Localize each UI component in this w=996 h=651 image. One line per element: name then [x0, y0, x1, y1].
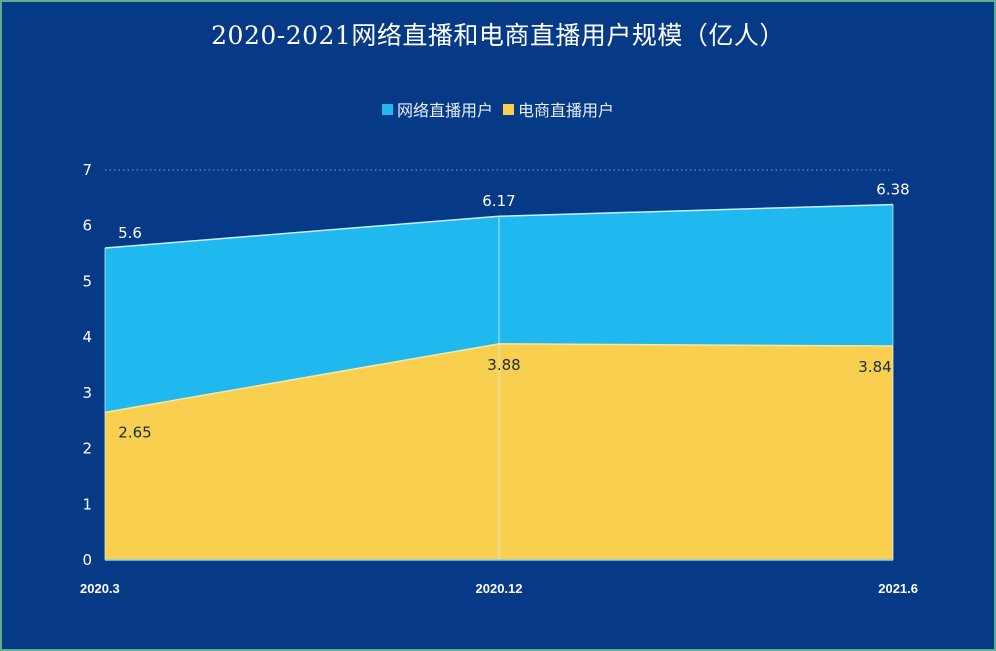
y-tick-label-1: 1	[82, 495, 92, 513]
chart-legend: 网络直播用户 电商直播用户	[0, 97, 996, 121]
x-tick-label-2: 2021.6	[878, 581, 918, 596]
data-label-live-1: 6.17	[482, 192, 515, 210]
data-label-ecommerce-1: 3.88	[487, 356, 520, 374]
y-tick-label-7: 7	[82, 161, 92, 179]
data-label-ecommerce-2: 3.84	[858, 358, 891, 376]
data-label-live-2: 6.38	[876, 181, 909, 199]
y-tick-label-6: 6	[82, 217, 92, 235]
y-tick-label-0: 0	[82, 551, 92, 569]
data-label-ecommerce-0: 2.65	[118, 423, 151, 441]
x-tick-label-1: 2020.12	[476, 581, 523, 596]
x-tick-label-0: 2020.3	[80, 581, 120, 596]
legend-label-ecommerce: 电商直播用户	[518, 101, 615, 120]
data-label-live-0: 5.6	[118, 224, 142, 242]
y-tick-label-2: 2	[82, 440, 92, 458]
legend-swatch-live	[381, 103, 393, 115]
y-tick-label-3: 3	[82, 384, 92, 402]
legend-label-live: 网络直播用户	[396, 101, 493, 120]
legend-item-ecommerce[interactable]: 电商直播用户	[503, 97, 614, 121]
legend-item-live[interactable]: 网络直播用户	[381, 97, 493, 121]
chart-title: 2020-2021网络直播和电商直播用户规模（亿人）	[211, 21, 785, 50]
y-tick-label-4: 4	[82, 328, 92, 346]
legend-swatch-ecommerce	[503, 103, 514, 115]
y-tick-label-5: 5	[82, 272, 92, 290]
